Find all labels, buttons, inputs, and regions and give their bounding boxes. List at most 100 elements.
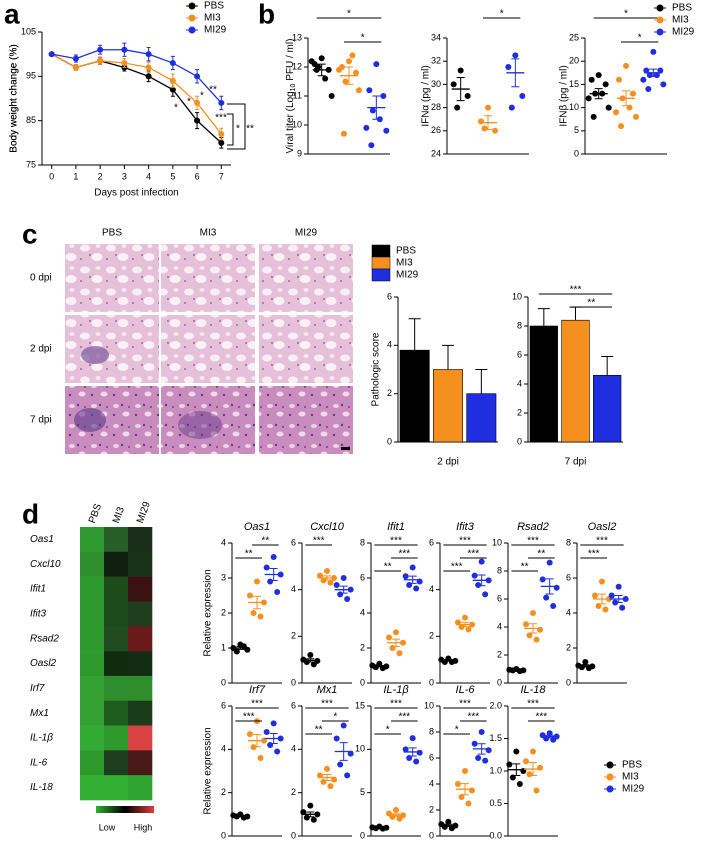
legend-label: MI3 (204, 13, 221, 24)
data-point (380, 93, 387, 99)
chart-title: Ifit3 (456, 521, 475, 533)
y-tick-label: 4 (497, 621, 502, 631)
annotation: * (174, 103, 178, 114)
data-point (482, 757, 489, 764)
y-axis-label: Pathologic score (371, 332, 382, 406)
error-bar (537, 308, 550, 326)
significance-label: *** (467, 549, 479, 560)
data-point (475, 582, 482, 588)
data-point (616, 76, 622, 83)
error-bar (649, 68, 658, 78)
data-point (471, 740, 478, 747)
data-point (218, 99, 225, 106)
significance-label: ** (587, 298, 595, 309)
error-bar (475, 369, 488, 394)
y-tick-label: 8 (517, 320, 522, 330)
legend-label: MI29 (396, 270, 419, 281)
data-point (169, 86, 176, 93)
panel-label: b (258, 0, 275, 29)
data-point (519, 93, 526, 99)
data-point (327, 579, 334, 586)
significance-label: *** (451, 562, 463, 573)
data-point (379, 825, 386, 832)
data-point (344, 596, 351, 602)
y-tick-label: 4 (566, 607, 571, 617)
heatmap-cell (104, 675, 129, 702)
data-point (274, 589, 281, 595)
y-tick-label: 6 (566, 572, 571, 582)
data-point (602, 606, 609, 613)
y-tick-label: 0 (497, 677, 502, 687)
histology-image (65, 315, 159, 383)
data-point (640, 76, 647, 83)
data-point (257, 755, 264, 761)
histology-image (259, 315, 353, 383)
significance-label: *** (321, 699, 333, 710)
data-point (516, 668, 523, 675)
error-bar (511, 58, 520, 88)
heatmap-cell (80, 626, 105, 652)
data-point (406, 582, 413, 588)
data-point (588, 76, 595, 83)
significance-label: *** (390, 536, 402, 547)
error-bar (461, 622, 469, 628)
y-tick-label: 5 (574, 125, 579, 135)
data-point (590, 113, 597, 120)
data-point (505, 64, 512, 70)
legend-marker (656, 16, 664, 24)
error-bar (236, 814, 245, 818)
y-tick-label: 0.0 (489, 830, 502, 840)
error-bar (545, 734, 554, 739)
heatmap-cell (104, 651, 129, 677)
legend-label: PBS (396, 246, 416, 257)
heatmap-cell (104, 700, 129, 726)
data-point (481, 125, 488, 132)
chart-title: Mx1 (317, 684, 338, 696)
data-point (485, 104, 491, 111)
legend-label: MI29 (204, 25, 227, 36)
color-scale-label: High (134, 822, 153, 832)
y-tick-label: 0 (429, 677, 434, 687)
heatmap-cell (104, 576, 129, 602)
y-tick-label: 10 (292, 119, 302, 129)
data-point (630, 90, 636, 97)
y-tick-label: 2 (360, 642, 365, 652)
error-bar (253, 595, 261, 610)
y-tick-label: 10 (424, 700, 434, 710)
significance-label: *** (596, 536, 608, 547)
y-tick-label: 5 (360, 787, 365, 797)
row-label: Cxcl10 (30, 559, 61, 570)
y-tick-label: 0 (566, 677, 571, 687)
row-label: Mx1 (30, 708, 49, 719)
data-point (454, 104, 461, 111)
panel-label: c (22, 218, 38, 249)
heatmap-cell (128, 700, 153, 726)
y-tick-label: 13 (292, 32, 302, 42)
legend-label: PBS (622, 760, 642, 771)
y-tick-label: 4 (429, 778, 434, 788)
y-axis-label-part: 10 (290, 83, 297, 91)
y-tick-label: 2 (429, 804, 434, 814)
data-point (409, 564, 416, 571)
y-tick-label: 4 (517, 378, 522, 388)
column-label: PBS (102, 228, 122, 239)
data-point (455, 781, 461, 787)
legend-label: MI29 (622, 784, 645, 795)
significance-label: *** (570, 285, 582, 296)
y-tick-label: 2 (221, 787, 226, 797)
histology-lesion (81, 346, 109, 364)
y-tick-label: 10 (512, 291, 522, 301)
heatmap-cell (104, 601, 129, 627)
y-tick-label: 8 (429, 726, 434, 736)
y-axis-label: Viral titer (Log10 PFU / ml) (285, 39, 297, 154)
error-bar (581, 664, 590, 668)
legend-marker (606, 785, 614, 793)
data-point (409, 735, 416, 742)
significance-label: * (347, 9, 351, 20)
data-point (250, 610, 257, 616)
data-point (318, 55, 325, 62)
data-point (475, 755, 482, 761)
significance-label: * (386, 725, 390, 736)
